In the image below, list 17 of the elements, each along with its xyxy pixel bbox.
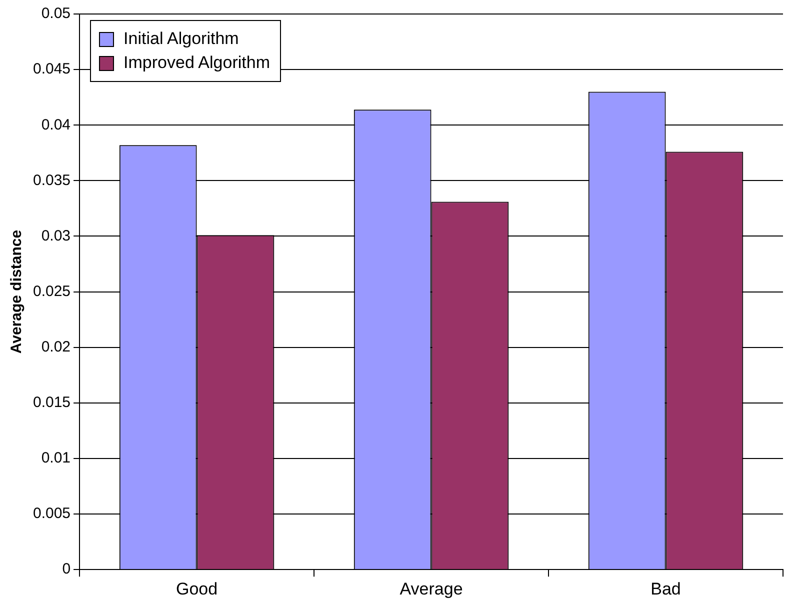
y-tick-label: 0.025 <box>32 282 71 300</box>
y-tick-label: 0.05 <box>41 5 71 22</box>
y-tick-label: 0 <box>62 560 71 578</box>
y-axis-title: Average distance <box>8 230 26 354</box>
y-tick-label: 0.04 <box>41 116 71 134</box>
y-tick-label: 0.015 <box>32 394 71 412</box>
y-tick-label: 0.03 <box>41 227 71 244</box>
legend-label: Improved Algorithm <box>124 53 270 73</box>
y-tick-label: 0.01 <box>41 450 71 467</box>
x-tick-label: Bad <box>650 579 681 598</box>
x-tick-label: Good <box>176 579 218 598</box>
y-tick-label: 0.035 <box>32 172 71 189</box>
legend-label: Initial Algorithm <box>124 29 239 49</box>
x-tick-label: Average <box>400 579 463 598</box>
y-tick-label: 0.045 <box>32 60 71 78</box>
y-tick-label: 0.02 <box>41 338 71 356</box>
y-tick-label: 0.005 <box>32 505 71 522</box>
